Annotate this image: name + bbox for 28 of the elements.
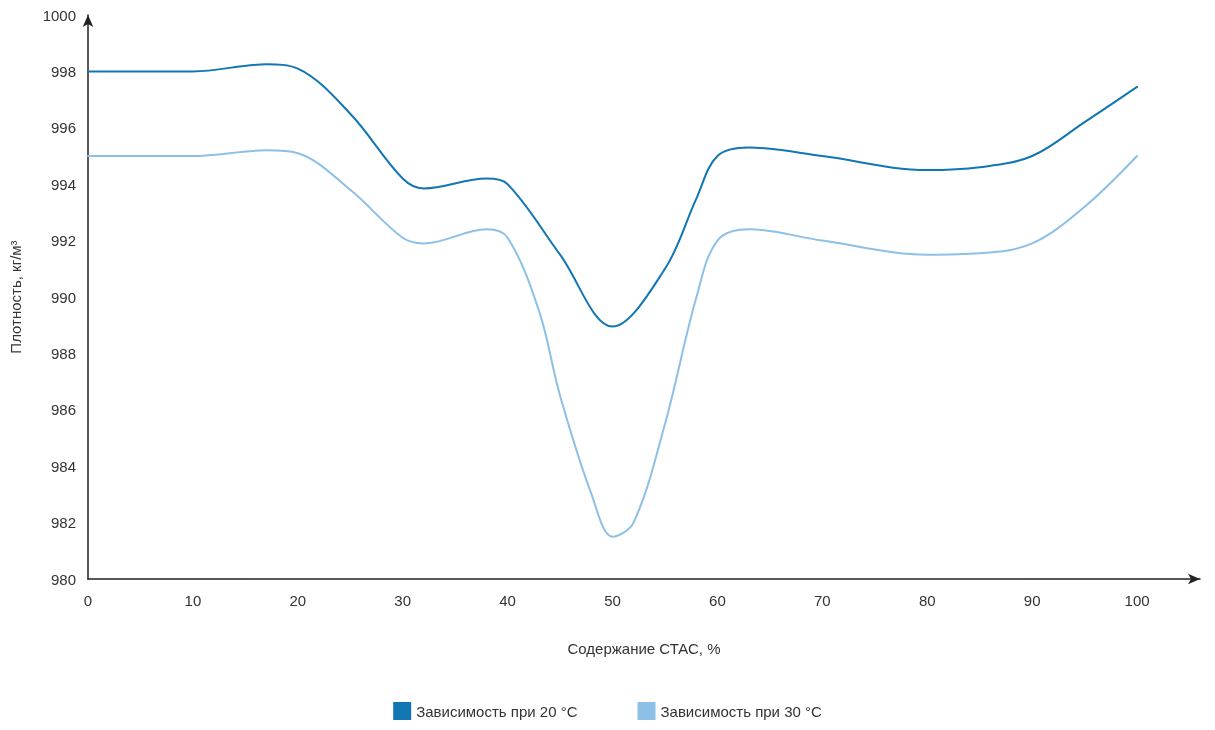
y-tick-label: 998 xyxy=(50,62,76,80)
y-tick-label: 988 xyxy=(50,344,76,362)
x-tick-label: 30 xyxy=(394,592,412,609)
y-tick-label: 1000 xyxy=(42,6,76,24)
legend-label: Зависимость при 30 °C xyxy=(660,702,822,720)
x-tick-label: 40 xyxy=(499,592,516,609)
line-series xyxy=(87,63,1139,328)
x-tick-label: 90 xyxy=(1023,592,1041,609)
line-series xyxy=(87,149,1139,538)
y-tick-label: 992 xyxy=(50,232,76,250)
y-tick-label: 984 xyxy=(50,457,76,475)
y-tick-label: 986 xyxy=(50,401,76,419)
x-tick-label: 80 xyxy=(918,592,936,609)
y-tick-label: 982 xyxy=(50,514,76,532)
x-tick-label: 50 xyxy=(604,592,621,609)
x-tick-label: 60 xyxy=(709,592,726,609)
x-tick-label: 0 xyxy=(83,592,93,609)
x-tick-label: 70 xyxy=(814,592,831,609)
y-tick-label: 996 xyxy=(50,119,76,137)
y-axis-title: Плотность, кг/м³ xyxy=(7,240,24,354)
y-tick-label: 980 xyxy=(50,570,76,588)
y-tick-label: 994 xyxy=(50,175,76,193)
legend-label: Зависимость при 20 °C xyxy=(416,702,578,720)
x-tick-label: 20 xyxy=(289,592,307,609)
x-tick-label: 100 xyxy=(1124,592,1150,609)
x-tick-label: 10 xyxy=(184,592,202,609)
y-tick-label: 990 xyxy=(50,288,76,306)
x-axis-title: Содержание СТАС, % xyxy=(567,640,721,657)
